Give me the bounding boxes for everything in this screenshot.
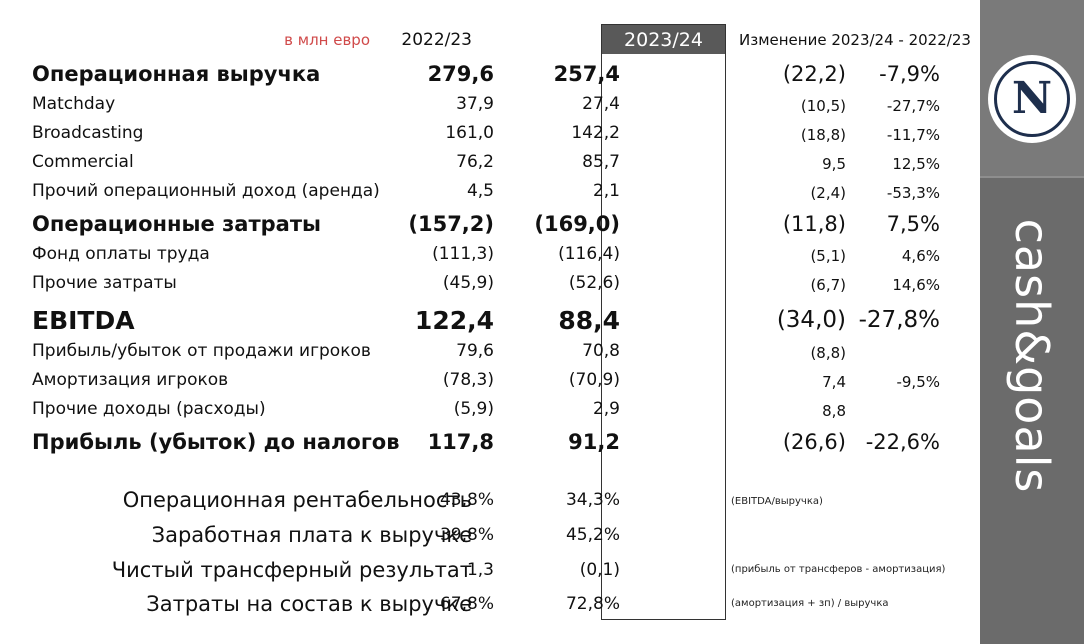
row-curr: 2,9 — [592, 399, 620, 419]
row-curr: (169,0) — [534, 212, 620, 236]
row-curr: (70,9) — [568, 370, 620, 390]
ratio-label: Чистый трансферный результат — [111, 558, 472, 582]
row-change-abs: 9,5 — [822, 155, 846, 173]
ratio-note: (прибыль от трансферов - амортизация) — [731, 564, 946, 575]
row-label: Прибыль/убыток от продажи игроков — [32, 341, 371, 361]
row-prev: (111,3) — [432, 244, 494, 264]
current-year-header-band — [601, 24, 726, 54]
row-curr: 2,1 — [592, 181, 620, 201]
row-change-abs: (2,4) — [810, 184, 846, 202]
ratio-prev: 39,8% — [439, 525, 494, 545]
row-curr: 27,4 — [582, 94, 620, 114]
row-change-pct: 12,5% — [892, 155, 940, 173]
row-curr: (116,4) — [558, 244, 620, 264]
row-prev: 279,6 — [427, 62, 494, 86]
row-label: Прочий операционный доход (аренда) — [32, 181, 380, 201]
row-change-abs: (18,8) — [800, 126, 846, 144]
current-year-column-frame — [601, 24, 726, 620]
row-label: Операционные затраты — [32, 212, 321, 236]
row-curr: 142,2 — [571, 123, 620, 143]
row-curr: 91,2 — [568, 430, 620, 454]
brand-wordmark: cash&goals — [1005, 218, 1059, 494]
row-change-abs: (8,8) — [810, 344, 846, 362]
row-change-abs: (11,8) — [782, 212, 846, 236]
row-label: Прочие доходы (расходы) — [32, 399, 266, 419]
row-prev: (45,9) — [442, 273, 494, 293]
row-prev: (5,9) — [453, 399, 494, 419]
row-label: Фонд оплаты труда — [32, 244, 210, 264]
ratio-note: (EBITDA/выручка) — [731, 496, 823, 507]
ratio-curr: 34,3% — [565, 490, 620, 510]
row-prev: (157,2) — [408, 212, 494, 236]
ratio-curr: 72,8% — [565, 594, 620, 614]
row-change-abs: (5,1) — [810, 247, 846, 265]
row-prev: 4,5 — [466, 181, 494, 201]
ratio-note: (амортизация + зп) / выручка — [731, 598, 889, 609]
row-curr: (52,6) — [568, 273, 620, 293]
sidebar-divider — [980, 176, 1084, 178]
ratio-curr: 45,2% — [565, 525, 620, 545]
row-change-pct: -27,7% — [886, 97, 940, 115]
row-curr: 257,4 — [553, 62, 620, 86]
row-prev: (78,3) — [442, 370, 494, 390]
row-change-pct: 7,5% — [886, 212, 940, 236]
row-prev: 37,9 — [456, 94, 494, 114]
header-change: Изменение 2023/24 - 2022/23 — [739, 31, 971, 49]
row-prev: 76,2 — [456, 152, 494, 172]
crest-ring: N — [994, 61, 1070, 137]
club-crest-icon: N — [988, 55, 1076, 143]
row-prev: 117,8 — [427, 430, 494, 454]
row-label: Commercial — [32, 152, 134, 172]
row-change-pct: -22,6% — [865, 430, 940, 454]
crest-letter: N — [1011, 73, 1053, 124]
row-change-pct: -9,5% — [896, 373, 940, 391]
ratio-prev: 67,8% — [439, 594, 494, 614]
ratio-label: Заработная плата к выручке — [151, 523, 472, 547]
row-label: Амортизация игроков — [32, 370, 229, 390]
ratio-curr: (0,1) — [579, 560, 620, 580]
brand-sidebar: N — [980, 0, 1084, 644]
row-change-pct: -27,8% — [858, 307, 940, 333]
financial-table-page: в млн евро 2022/23 2023/24 Изменение 202… — [32, 24, 971, 620]
row-prev: 122,4 — [414, 306, 494, 335]
row-prev: 79,6 — [456, 341, 494, 361]
row-label: Прибыль (убыток) до налогов — [32, 430, 400, 454]
row-label: Прочие затраты — [32, 273, 177, 293]
ratio-label: Затраты на состав к выручке — [146, 592, 472, 616]
ratio-label: Операционная рентабельность — [122, 488, 472, 512]
row-change-pct: 14,6% — [892, 276, 940, 294]
ratio-prev: 1,3 — [466, 560, 494, 580]
header-year-curr: 2023/24 — [624, 29, 703, 51]
row-change-abs: (34,0) — [776, 307, 846, 333]
row-curr: 70,8 — [582, 341, 620, 361]
row-curr: 88,4 — [558, 306, 620, 335]
row-change-abs: (10,5) — [800, 97, 846, 115]
row-prev: 161,0 — [445, 123, 494, 143]
row-change-pct: -7,9% — [879, 62, 940, 86]
unit-label: в млн евро — [284, 31, 370, 49]
header-year-prev: 2022/23 — [401, 30, 472, 50]
row-change-pct: -11,7% — [886, 126, 940, 144]
row-label: Broadcasting — [32, 123, 144, 143]
row-label: Matchday — [32, 94, 116, 114]
row-change-abs: (26,6) — [782, 430, 846, 454]
row-curr: 85,7 — [582, 152, 620, 172]
row-change-abs: 8,8 — [822, 402, 846, 420]
row-change-pct: 4,6% — [901, 247, 940, 265]
row-change-abs: (22,2) — [782, 62, 846, 86]
ratio-prev: 43,8% — [439, 490, 494, 510]
row-change-pct: -53,3% — [886, 184, 940, 202]
row-label: EBITDA — [32, 306, 135, 335]
row-label: Операционная выручка — [32, 62, 321, 86]
row-change-abs: 7,4 — [822, 373, 846, 391]
row-change-abs: (6,7) — [810, 276, 846, 294]
